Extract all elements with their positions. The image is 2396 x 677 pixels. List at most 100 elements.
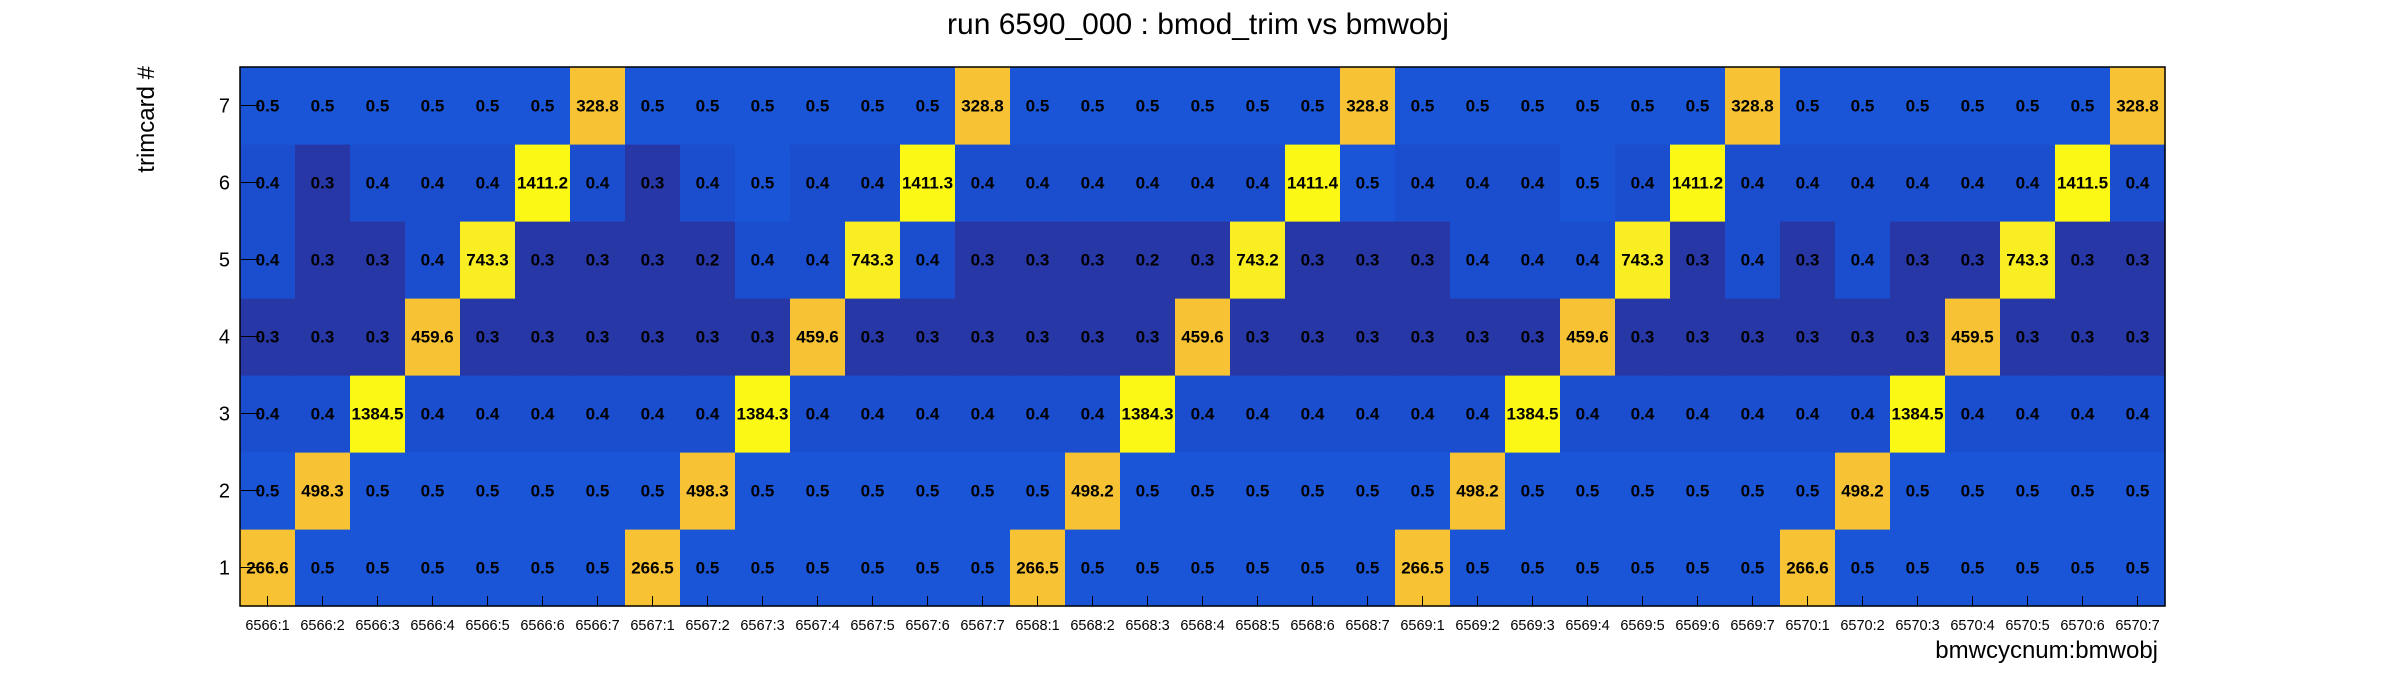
heatmap-cell [1835,375,1891,453]
cell-value-label: 328.8 [1731,97,1774,116]
cell-value-label: 0.5 [2071,97,2095,116]
cell-value-label: 0.5 [1246,97,1270,116]
cell-value-label: 0.3 [1136,328,1160,347]
heatmap-cell [1175,144,1231,222]
heatmap-cell [1945,298,2001,376]
heatmap-cell [790,67,846,145]
heatmap-cell [1120,298,1176,376]
heatmap-cell [1890,452,1946,530]
cell-value-label: 0.3 [586,251,610,270]
heatmap-cell [1120,67,1176,145]
x-tick-label: 6569:5 [1620,618,1664,634]
cell-value-label: 0.4 [806,251,830,270]
heatmap-cell [515,529,571,607]
x-tick-label: 6569:2 [1455,618,1499,634]
x-tick-labels: 6566:1 6566:2 6566:3 6566:4 6566:5 6566:6 6566… [245,618,2159,634]
cell-value-label: 0.4 [1081,174,1105,193]
heatmap-cell [1835,529,1891,607]
cell-value-label: 0.5 [1411,97,1435,116]
cell-value-label: 0.5 [1466,559,1490,578]
heatmap-cell [1065,298,1121,376]
cell-value-label: 0.5 [2016,482,2040,501]
cell-value-label: 0.4 [1961,405,1985,424]
cell-value-label: 498.2 [1456,482,1499,501]
heatmap-cell [900,529,956,607]
heatmap-cell [515,144,571,222]
cell-value-label: 0.4 [1961,174,1985,193]
heatmap-cell [1065,375,1121,453]
heatmap-cell [1780,452,1836,530]
heatmap-cell [845,452,901,530]
cell-value-label: 0.3 [971,251,995,270]
cell-value-label: 266.6 [1786,559,1829,578]
cell-value-label: 0.4 [256,174,280,193]
y-tick-label: 7 [219,96,230,118]
cell-value-label: 0.3 [531,328,555,347]
cell-value-label: 0.5 [1576,97,1600,116]
cell-value-label: 0.5 [311,97,335,116]
heatmap-cell [1450,67,1506,145]
x-tick-label: 6567:6 [905,618,949,634]
cell-value-label: 0.4 [1796,174,1820,193]
heatmap-cell [1450,221,1506,299]
cell-value-label: 0.4 [586,174,610,193]
cell-value-label: 0.4 [1851,174,1875,193]
cell-value-label: 0.4 [1466,251,1490,270]
heatmap-cell [1945,529,2001,607]
heatmap-cell [1505,529,1561,607]
cell-value-label: 0.3 [1356,251,1380,270]
heatmap-cell [350,529,406,607]
heatmap-cell [625,452,681,530]
cell-value-label: 0.5 [1301,482,1325,501]
cell-value-label: 0.4 [1026,405,1050,424]
cell-value-label: 743.2 [1236,251,1279,270]
cell-value-label: 0.3 [476,328,500,347]
heatmap-cell [1010,221,1066,299]
heatmap-cell [1505,452,1561,530]
heatmap-cell [295,452,351,530]
cell-value-label: 0.5 [1851,97,1875,116]
cell-value-label: 0.3 [586,328,610,347]
heatmap-cell [515,221,571,299]
x-tick-label: 6570:6 [2060,618,2104,634]
heatmap-cell [1285,529,1341,607]
cell-value-label: 0.4 [1191,405,1215,424]
cell-value-label: 0.5 [311,559,335,578]
x-tick-label: 6570:1 [1785,618,1829,634]
cell-value-label: 0.4 [861,405,885,424]
heatmap-cell [295,67,351,145]
x-tick-label: 6566:1 [245,618,289,634]
cell-value-label: 266.6 [246,559,289,578]
heatmap-cell [2000,298,2056,376]
heatmap-cell [1230,144,1286,222]
heatmap-cell [405,144,461,222]
heatmap-cell [1175,375,1231,453]
cell-value-label: 0.3 [1741,328,1765,347]
heatmap-cell [1725,221,1781,299]
cell-value-label: 0.5 [1576,174,1600,193]
heatmap-cell [405,298,461,376]
heatmap-cell [1670,67,1726,145]
heatmap-cell [405,529,461,607]
heatmap-cell [1230,452,1286,530]
cell-value-label: 0.4 [1466,405,1490,424]
heatmap-cell [1505,375,1561,453]
cell-value-label: 0.5 [421,97,445,116]
x-tick-label: 6566:6 [520,618,564,634]
heatmap-cell [680,221,736,299]
heatmap-cell [955,144,1011,222]
cell-value-label: 0.4 [1081,405,1105,424]
heatmap-cell [1670,529,1726,607]
cell-value-label: 743.3 [466,251,509,270]
heatmap-cell [735,452,791,530]
cell-value-label: 0.5 [1961,559,1985,578]
cell-value-label: 0.5 [1466,97,1490,116]
cell-value-label: 0.4 [1576,405,1600,424]
heatmap-cell [1395,298,1451,376]
cell-value-label: 0.4 [476,405,500,424]
cell-value-label: 0.3 [1466,328,1490,347]
heatmap-cell [1340,67,1396,145]
heatmap-cell [1890,67,1946,145]
cell-value-label: 0.5 [421,482,445,501]
heatmap-cell [1505,67,1561,145]
